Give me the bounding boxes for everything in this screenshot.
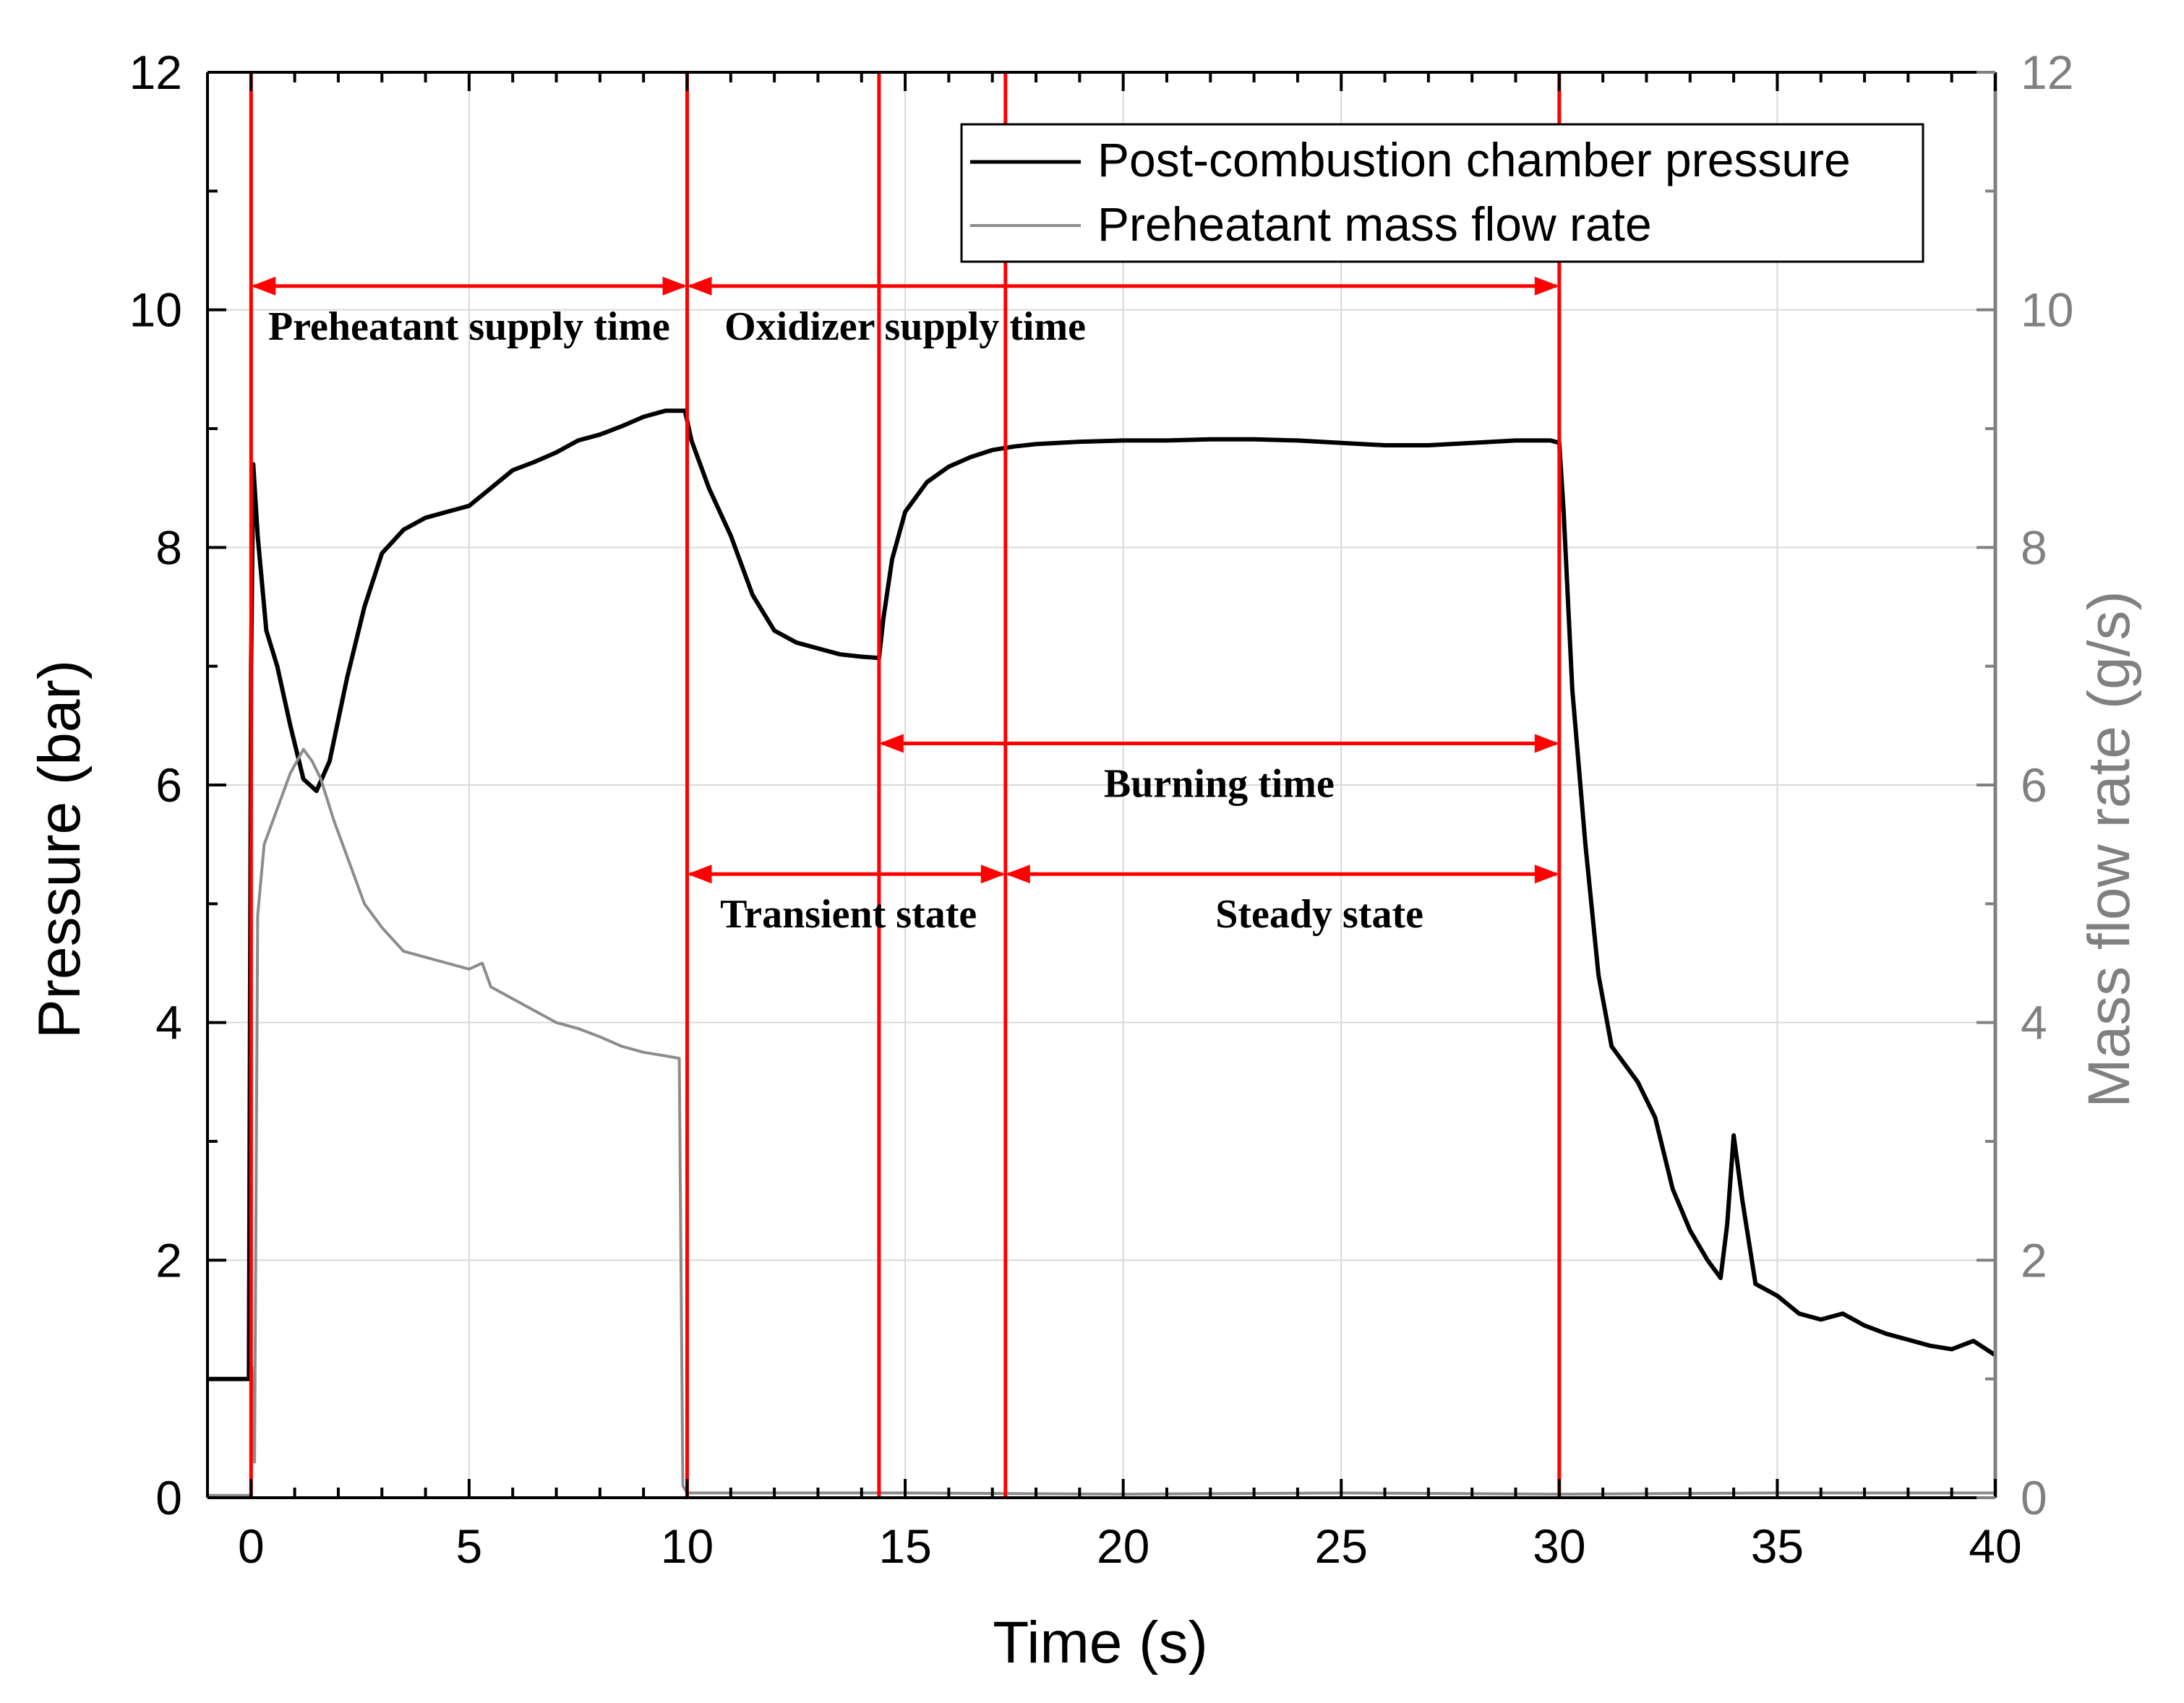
annotation-arrowhead-right xyxy=(980,865,1006,884)
x-tick-label: 35 xyxy=(1751,1519,1804,1573)
y2-axis-title: Mass flow rate (g/s) xyxy=(2076,591,2142,1107)
x-tick-label: 20 xyxy=(1097,1519,1149,1573)
y-tick-label: 10 xyxy=(129,283,182,337)
y2-tick-label: 2 xyxy=(2021,1233,2047,1287)
y2-tick-label: 12 xyxy=(2021,46,2073,99)
annotation-arrowhead-left xyxy=(687,276,712,296)
flow-series-line xyxy=(207,747,1995,1497)
x-tick-label: 5 xyxy=(456,1519,483,1573)
annotation-label: Oxidizer supply time xyxy=(724,304,1086,349)
x-axis-title: Time (s) xyxy=(993,1610,1208,1676)
annotation-arrowhead-left xyxy=(1005,865,1030,884)
x-tick-label: 30 xyxy=(1533,1519,1585,1573)
annotation-arrowhead-right xyxy=(1534,865,1559,884)
legend-flow-label: Preheatant mass flow rate xyxy=(1097,197,1652,251)
annotation-arrowhead-left xyxy=(251,276,276,296)
y2-tick-label: 4 xyxy=(2021,996,2047,1050)
pressure-series-line xyxy=(207,408,1997,1381)
grid xyxy=(207,72,1996,1498)
x-tick-label: 25 xyxy=(1315,1519,1368,1573)
y-tick-label: 0 xyxy=(155,1471,182,1524)
series-layer xyxy=(207,408,1997,1497)
annotation-arrowhead-right xyxy=(662,276,688,296)
annotation-arrowhead-left xyxy=(687,865,712,884)
y-tick-label: 4 xyxy=(155,996,182,1050)
legend-box xyxy=(960,123,1924,263)
y-axis-title: Pressure (bar) xyxy=(27,660,93,1039)
x-tick-label: 40 xyxy=(1969,1519,2021,1573)
x-tick-label: 15 xyxy=(878,1519,931,1573)
y-tick-label: 2 xyxy=(155,1233,182,1287)
annotation-arrowhead-right xyxy=(1534,734,1559,753)
annotation-arrowhead-left xyxy=(878,734,904,753)
y-tick-label: 8 xyxy=(155,520,182,574)
annotation-label: Transient state xyxy=(720,892,977,937)
y2-tick-label: 10 xyxy=(2021,283,2073,337)
annotations: Preheatant supply time Oxidizer supply ti… xyxy=(251,276,1559,937)
x-tick-label: 0 xyxy=(238,1519,265,1573)
y-tick-label: 6 xyxy=(155,758,182,812)
marker-layer xyxy=(249,72,1562,1498)
annotation-label: Steady state xyxy=(1215,892,1423,937)
y2-tick-label: 8 xyxy=(2021,520,2047,574)
annotation-label: Burning time xyxy=(1104,761,1335,806)
x-tick-label: 10 xyxy=(661,1519,714,1573)
y2-tick-label: 6 xyxy=(2021,758,2047,812)
annotation-label: Preheatant supply time xyxy=(268,304,670,349)
legend-pressure-label: Post-combustion chamber pressure xyxy=(1097,133,1851,186)
y2-tick-label: 0 xyxy=(2021,1471,2047,1524)
y-tick-label: 12 xyxy=(129,46,182,99)
legend: Post-combustion chamber pressure Preheat… xyxy=(960,123,1924,263)
annotation-arrowhead-right xyxy=(1534,276,1559,296)
